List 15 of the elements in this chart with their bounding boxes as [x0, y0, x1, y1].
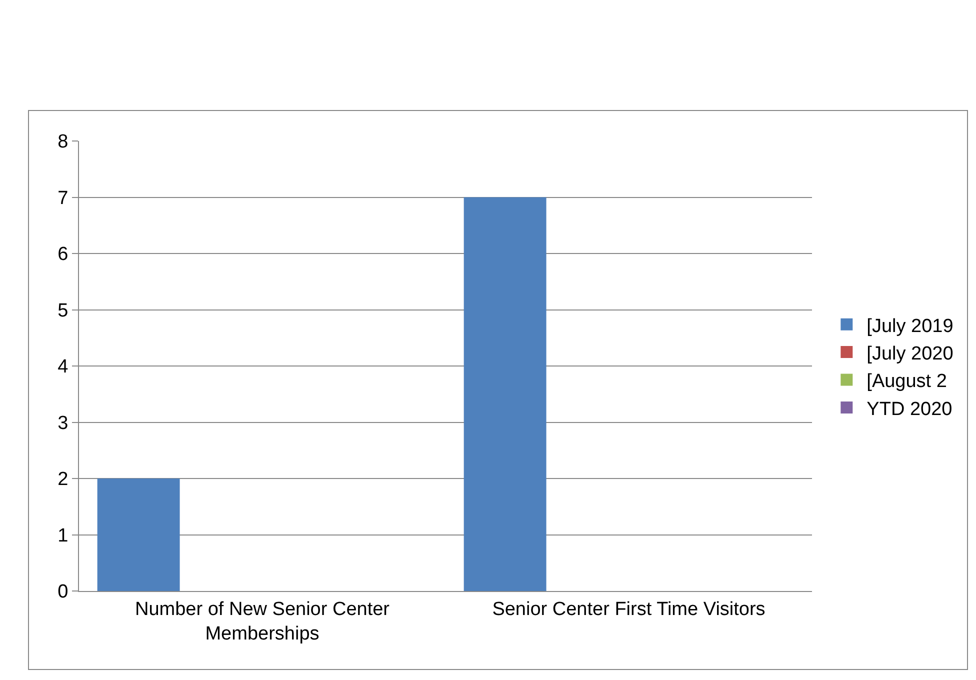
y-tick-label: 7 [58, 188, 68, 209]
legend-label: [August 2 [866, 371, 947, 392]
y-tick-label: 1 [58, 525, 68, 546]
legend-label: [July 2020 [866, 343, 954, 364]
y-tick-label: 3 [58, 412, 68, 434]
y-tick-label: 6 [58, 244, 68, 266]
y-tick-label: 4 [58, 356, 69, 378]
y-tick-label: 8 [58, 132, 68, 153]
x-tick-label: Number of New Senior Center Memberships [135, 598, 390, 644]
y-tick-label: 2 [58, 469, 68, 490]
y-tick-label: 5 [58, 300, 68, 322]
y-tick-label: 0 [58, 582, 68, 603]
legend-label: YTD 2020 [866, 398, 952, 420]
legend-label: [July 2019 [866, 316, 954, 337]
x-tick-label: Senior Center First Time Visitors [492, 598, 766, 620]
